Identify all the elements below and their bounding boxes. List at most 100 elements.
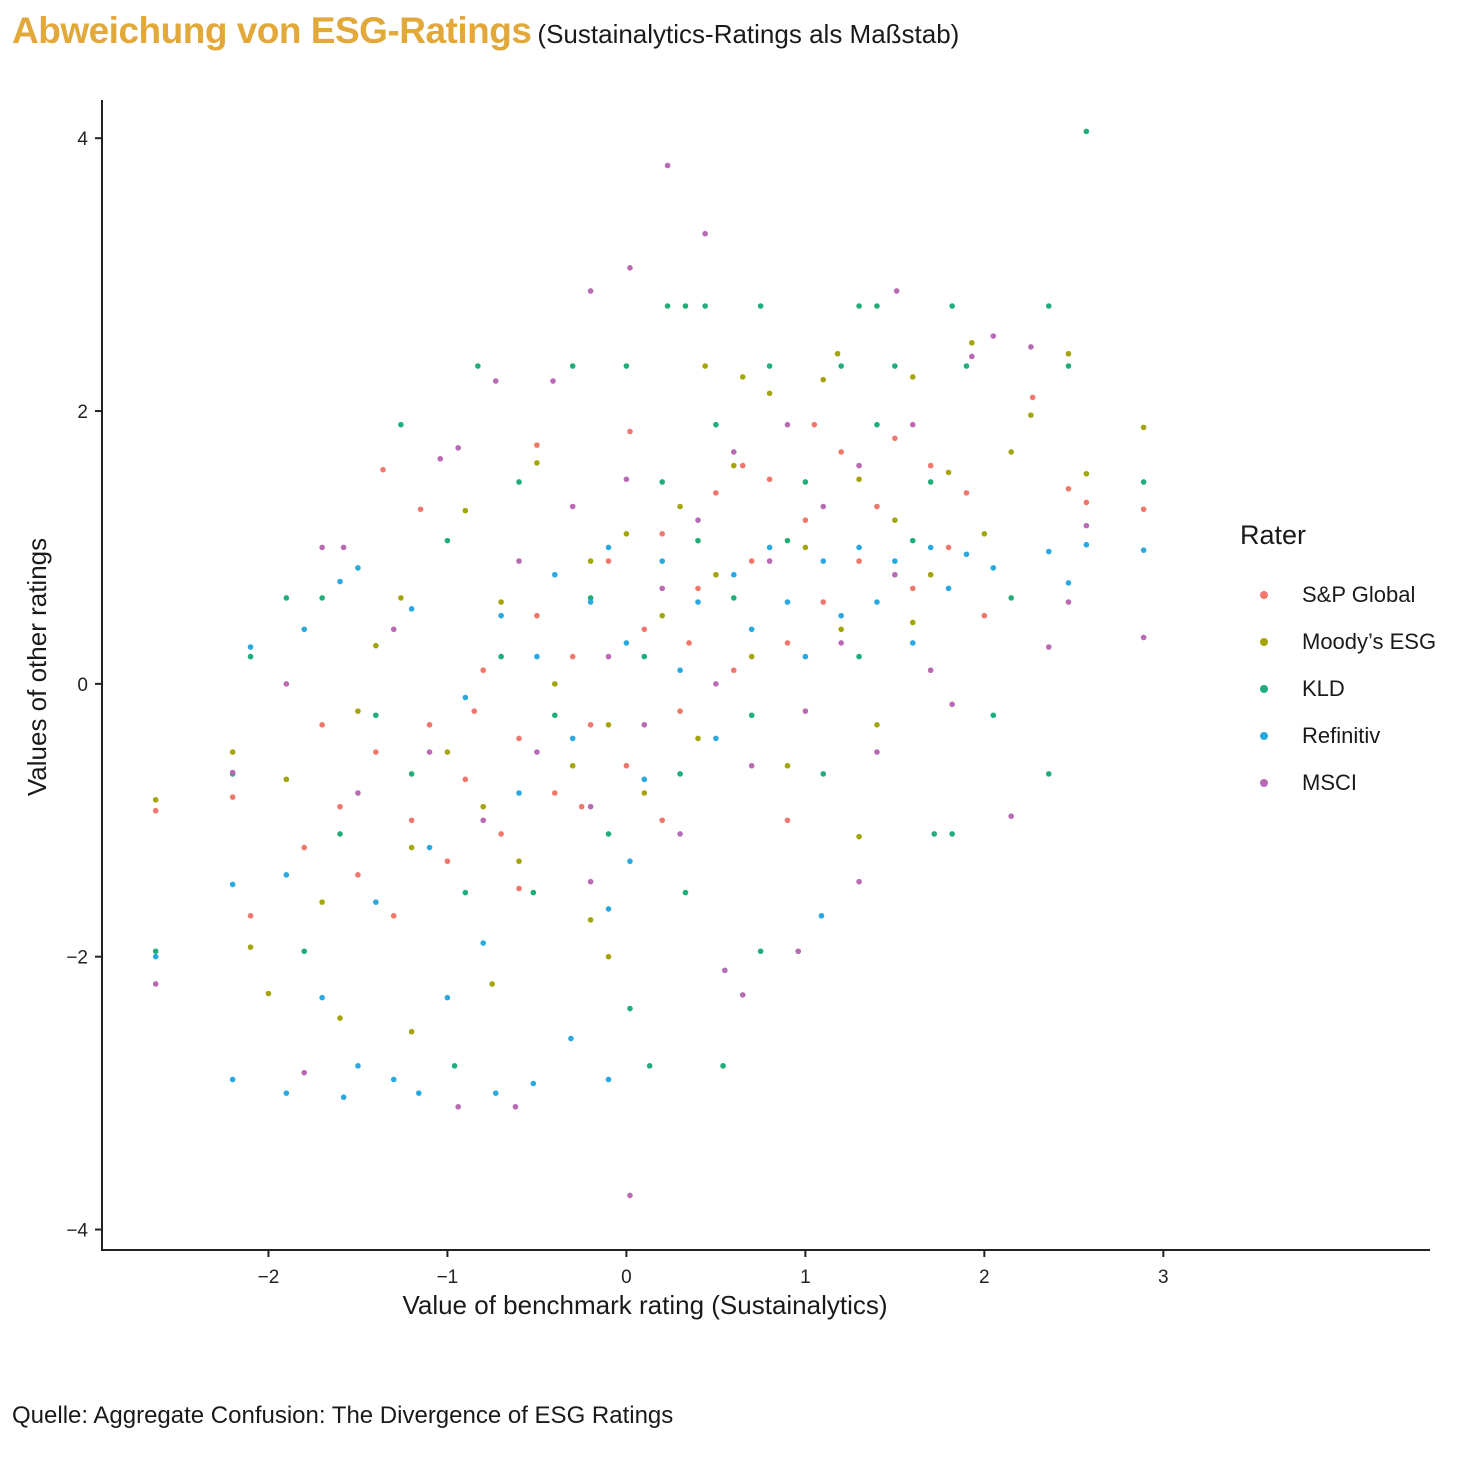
legend-item: S&P Global: [1240, 571, 1436, 618]
data-point: [820, 558, 827, 564]
data-point: [152, 797, 159, 803]
data-point: [283, 1090, 290, 1096]
legend-label: KLD: [1302, 675, 1345, 701]
legend-key-dot: [1260, 731, 1268, 740]
data-point: [766, 476, 773, 483]
data-point: [766, 390, 773, 397]
data-point: [623, 363, 630, 369]
data-point: [909, 374, 916, 380]
data-point: [568, 1035, 574, 1042]
data-point: [677, 771, 683, 777]
data-point: [1140, 424, 1147, 431]
series-kld: [152, 128, 1147, 1069]
data-point: [713, 571, 719, 578]
data-point: [677, 708, 683, 714]
data-point: [927, 462, 934, 469]
data-point: [578, 803, 585, 810]
data-point: [455, 1103, 461, 1110]
legend-item: Moody’s ESG: [1240, 618, 1436, 665]
data-point: [627, 1005, 633, 1012]
chart-title: Abweichung von ESG-Ratings (Sustainalytic…: [12, 10, 959, 52]
data-point: [641, 790, 648, 796]
legend-key-dot: [1260, 590, 1268, 599]
data-point: [1065, 363, 1072, 369]
data-point: [730, 667, 737, 674]
data-point: [677, 503, 683, 510]
data-point: [784, 421, 791, 428]
data-point: [229, 749, 236, 755]
data-point: [1008, 449, 1014, 455]
data-point: [931, 831, 938, 837]
data-point: [390, 1076, 397, 1083]
data-point: [301, 1069, 308, 1076]
data-point: [1045, 644, 1052, 650]
data-point: [838, 612, 844, 619]
data-point: [677, 667, 683, 674]
data-point: [408, 771, 415, 777]
x-tick-label: 3: [1158, 1267, 1169, 1288]
data-point: [373, 899, 379, 905]
data-point: [534, 653, 540, 660]
data-point: [802, 708, 809, 714]
data-point: [462, 889, 469, 896]
data-point: [802, 653, 809, 660]
data-point: [963, 363, 970, 369]
data-point: [802, 479, 809, 485]
data-point: [408, 1028, 415, 1035]
data-point: [856, 462, 862, 469]
data-point: [909, 537, 916, 544]
data-point: [498, 831, 504, 837]
data-point: [444, 749, 451, 755]
data-point: [695, 735, 701, 742]
data-point: [927, 571, 934, 578]
data-point: [534, 612, 540, 619]
data-point: [909, 640, 916, 646]
data-point: [795, 948, 802, 955]
data-point: [892, 558, 898, 564]
data-point: [444, 994, 451, 1001]
data-point: [874, 721, 880, 728]
data-point: [408, 606, 415, 612]
data-point: [927, 544, 934, 551]
data-point: [373, 712, 379, 719]
x-tick-label: −2: [258, 1267, 280, 1288]
data-point: [552, 712, 558, 719]
data-point: [963, 551, 970, 558]
points-layer: [152, 128, 1147, 1199]
data-point: [730, 462, 737, 469]
data-point: [605, 906, 612, 912]
data-point: [682, 889, 689, 896]
data-point: [247, 644, 254, 650]
data-point: [623, 640, 630, 646]
data-point: [417, 506, 424, 513]
data-point: [856, 558, 862, 564]
data-point: [283, 776, 290, 783]
data-point: [856, 544, 862, 551]
data-point: [319, 721, 325, 728]
data-point: [1083, 499, 1090, 506]
data-point: [605, 953, 612, 960]
axis-ticks: −2 −1 0 1 2 3 4 2 0 −2 −4: [66, 129, 1168, 1288]
data-point: [247, 912, 254, 919]
data-point: [516, 885, 522, 892]
data-point: [856, 303, 862, 309]
data-point: [1065, 599, 1072, 605]
data-point: [247, 944, 254, 950]
data-point: [516, 558, 522, 564]
legend-label: Moody’s ESG: [1302, 628, 1437, 654]
legend-item: KLD: [1240, 665, 1436, 712]
data-point: [480, 940, 487, 946]
data-point: [229, 881, 236, 888]
data-point: [569, 653, 576, 660]
data-point: [437, 455, 444, 462]
data-point: [820, 771, 827, 777]
data-point: [659, 817, 665, 824]
series-s-p-global: [152, 394, 1147, 919]
legend-label: Refinitiv: [1302, 722, 1381, 748]
legend-item: MSCI: [1240, 759, 1436, 806]
data-point: [766, 544, 773, 551]
x-tick-label: 0: [621, 1267, 632, 1288]
data-point: [1028, 344, 1034, 350]
data-point: [530, 1080, 537, 1087]
data-point: [784, 762, 791, 769]
